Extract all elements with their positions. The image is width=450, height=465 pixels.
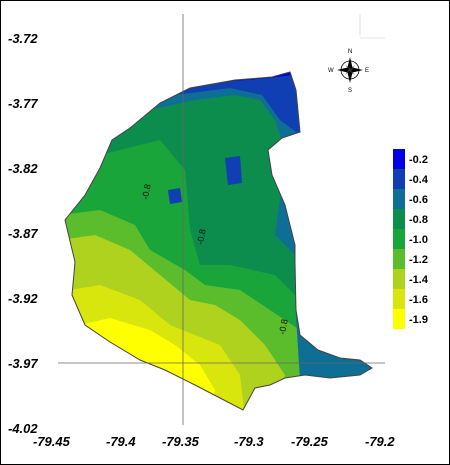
x-tick-label: -79.4 <box>106 434 136 449</box>
contour-label-2: -0.8 <box>195 228 208 245</box>
inner-patch-2 <box>225 156 242 185</box>
legend-label: -0.8 <box>409 214 428 226</box>
x-tick-label: -79.35 <box>162 434 200 449</box>
inner-patch-1 <box>168 188 182 204</box>
x-tick-label: -79.45 <box>33 434 71 449</box>
y-tick-label: -3.72 <box>8 31 38 46</box>
compass-east: E <box>365 68 369 74</box>
legend-swatch <box>393 229 405 249</box>
legend-label: -1.4 <box>409 274 429 286</box>
legend-label: -0.6 <box>409 194 428 206</box>
band-east-tail <box>295 300 372 380</box>
y-tick-label: -3.87 <box>8 226 38 241</box>
legend-label: -0.2 <box>409 154 428 166</box>
legend-label: -1.2 <box>409 254 428 266</box>
legend-swatch <box>393 249 405 269</box>
contour-label-1: -0.8 <box>140 183 153 200</box>
legend-label: -1.6 <box>409 294 428 306</box>
legend-swatch <box>393 169 405 189</box>
legend-label: -1.0 <box>409 234 428 246</box>
y-tick-label: -3.97 <box>8 356 38 371</box>
legend-swatch <box>393 189 405 209</box>
region-outline <box>64 71 373 411</box>
compass-south: S <box>348 88 352 94</box>
legend-swatch <box>393 149 405 169</box>
y-axis: -3.72 -3.77 -3.82 -3.87 -3.92 -3.97 -4.0… <box>8 31 38 436</box>
legend-label: -1.9 <box>409 314 428 326</box>
y-tick-label: -3.82 <box>8 161 38 176</box>
legend-swatch <box>393 269 405 289</box>
x-tick-label: -79.25 <box>291 434 329 449</box>
legend: -0.2 -0.4 -0.6 -0.8 -1.0 -1.2 -1.4 -1.6 -1.9 <box>393 149 429 329</box>
legend-label: -0.4 <box>409 174 429 186</box>
legend-swatch <box>393 289 405 309</box>
compass-north: N <box>348 49 352 55</box>
legend-swatch <box>393 309 405 329</box>
compass-rose-icon: N S E W <box>328 49 369 94</box>
x-tick-label: -79.3 <box>234 434 264 449</box>
x-axis: -79.45 -79.4 -79.35 -79.3 -79.25 -79.2 <box>33 434 395 449</box>
contour-label-3: -0.8 <box>277 318 290 335</box>
legend-swatch <box>393 209 405 229</box>
y-tick-label: -4.02 <box>8 421 38 436</box>
band-0.4 <box>170 72 300 135</box>
compass-west: W <box>328 68 334 74</box>
y-tick-label: -3.92 <box>8 291 38 306</box>
x-tick-label: -79.2 <box>365 434 395 449</box>
y-tick-label: -3.77 <box>8 96 38 111</box>
